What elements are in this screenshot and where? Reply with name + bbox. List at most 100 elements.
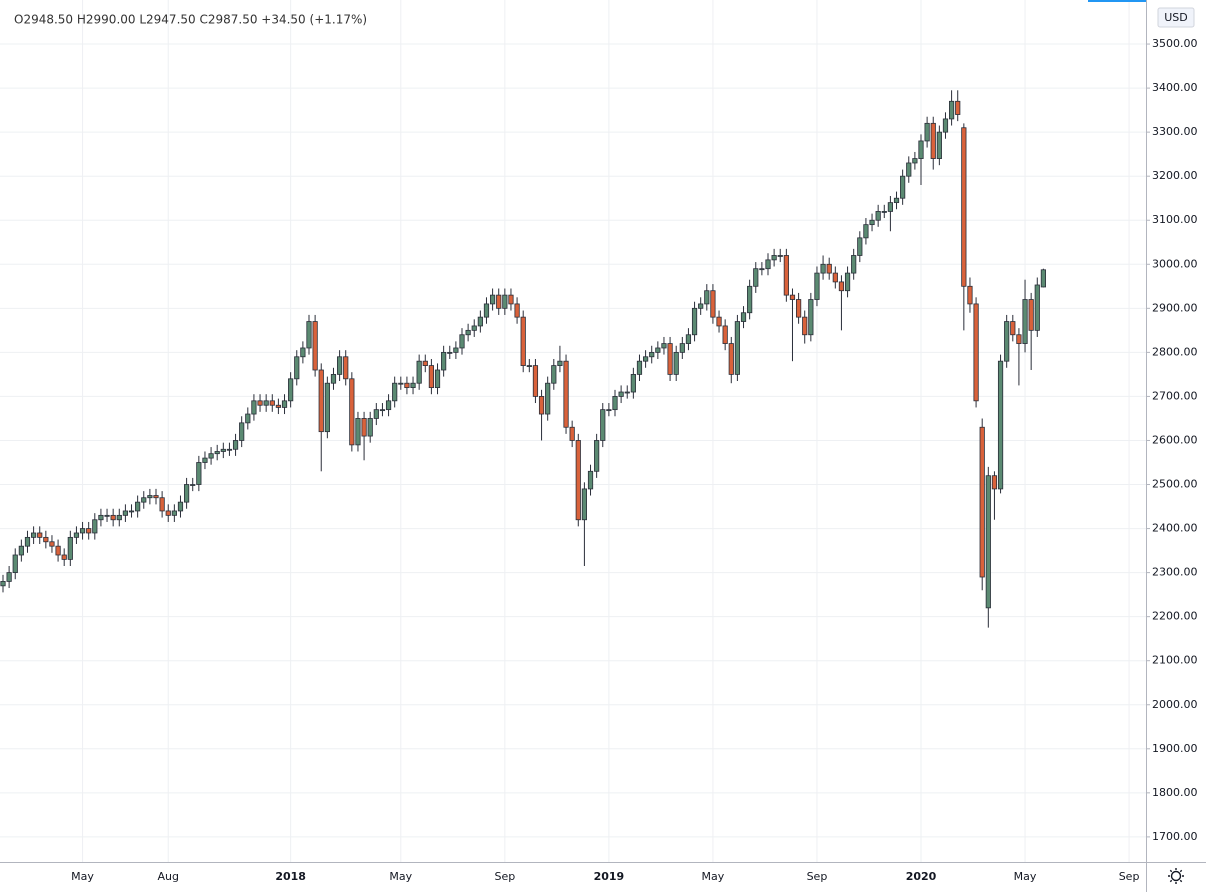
candle-body (79, 528, 86, 534)
candle-body (1016, 334, 1022, 344)
candle-body (336, 356, 343, 375)
candle-body (196, 462, 202, 485)
candle-body (508, 294, 514, 305)
y-tick-label: 3300.00 (1152, 125, 1198, 138)
candle-body (122, 510, 128, 516)
candle-body (949, 100, 955, 120)
candle-body (183, 484, 190, 503)
candle-body (643, 356, 649, 362)
y-tick-label: 2900.00 (1152, 301, 1198, 314)
candle-body (594, 440, 600, 472)
candle-body (257, 400, 263, 406)
x-tick-label: Aug (157, 870, 178, 883)
y-tick-label: 1900.00 (1152, 742, 1198, 755)
candle-body (220, 448, 226, 452)
candle-body (838, 281, 845, 292)
candle-body (232, 440, 239, 450)
candle-body (355, 418, 361, 446)
candle-body (483, 303, 490, 318)
candle-body (416, 360, 422, 384)
y-tick-label: 2500.00 (1152, 478, 1198, 491)
candle-body (942, 118, 949, 133)
candle-body (98, 514, 104, 521)
candle-body (918, 140, 924, 159)
candle-body (569, 426, 575, 441)
candle-body (820, 263, 826, 274)
candle-body (906, 162, 912, 177)
candle-body (649, 351, 655, 358)
candle-body (777, 255, 783, 257)
candle-body (496, 294, 502, 309)
candle-body (1040, 269, 1046, 288)
candle-body (520, 316, 526, 366)
candle-body (147, 495, 153, 499)
candle-body (545, 382, 551, 415)
candle-body (367, 418, 373, 437)
candle-body (373, 409, 379, 419)
candle-body (961, 127, 967, 287)
candle-body (979, 426, 985, 578)
candle-body (716, 316, 722, 327)
candle-body (1010, 321, 1016, 336)
candle-body (881, 211, 887, 213)
candle-body (538, 396, 545, 415)
candle-body (728, 343, 734, 375)
candle-body (747, 285, 753, 314)
candle-body (104, 514, 110, 517)
candle-body (18, 545, 24, 556)
candle-body (12, 554, 18, 574)
candle-body (37, 532, 43, 538)
y-tick-label: 2000.00 (1152, 698, 1198, 711)
candle-body (306, 321, 312, 349)
candle-body (30, 532, 37, 538)
settings-icon[interactable] (1168, 868, 1184, 884)
candle-body (673, 351, 679, 375)
candle-body (410, 382, 416, 389)
candle-body (869, 219, 875, 226)
x-tick-label: Sep (807, 870, 828, 883)
candle-body (789, 294, 796, 300)
candle-body (967, 285, 973, 305)
candle-body (526, 365, 532, 367)
y-tick-label: 3000.00 (1152, 257, 1198, 270)
candle-body (667, 343, 673, 375)
y-tick-label: 3400.00 (1152, 81, 1198, 94)
candle-body (636, 360, 643, 375)
x-tick-label: 2018 (275, 870, 306, 883)
candle-body (398, 382, 404, 385)
candle-body (459, 334, 465, 349)
candle-body (153, 495, 159, 499)
currency-badge[interactable] (1157, 7, 1195, 28)
candle-body (1022, 299, 1028, 344)
candle-body (630, 373, 636, 393)
candle-body (343, 356, 349, 380)
candle-body (710, 290, 716, 318)
candle-body (73, 532, 80, 538)
x-tick-label: Sep (494, 870, 515, 883)
candle-body (330, 373, 337, 384)
candle-body (269, 400, 275, 406)
candle-body (135, 501, 141, 512)
candle-body (245, 413, 251, 424)
candle-body (489, 294, 496, 305)
candle-body (587, 470, 594, 490)
y-tick-label: 1800.00 (1152, 786, 1198, 799)
y-tick-label: 2600.00 (1152, 433, 1198, 446)
candle-body (1034, 284, 1040, 331)
candle-body (128, 510, 135, 513)
candle-body (551, 365, 557, 384)
candle-body (618, 391, 624, 397)
candle-body (771, 255, 777, 261)
candle-body (202, 457, 208, 463)
candle-body (606, 409, 612, 412)
candle-body (110, 514, 116, 521)
candle-body (893, 197, 900, 204)
candle-body (6, 572, 12, 582)
y-tick-label: 3500.00 (1152, 37, 1198, 50)
candle-body (600, 409, 606, 441)
candle-body (679, 343, 685, 353)
candle-body (796, 299, 802, 318)
candle-body (955, 100, 961, 115)
candle-body (1004, 321, 1010, 362)
candle-body (704, 290, 710, 305)
